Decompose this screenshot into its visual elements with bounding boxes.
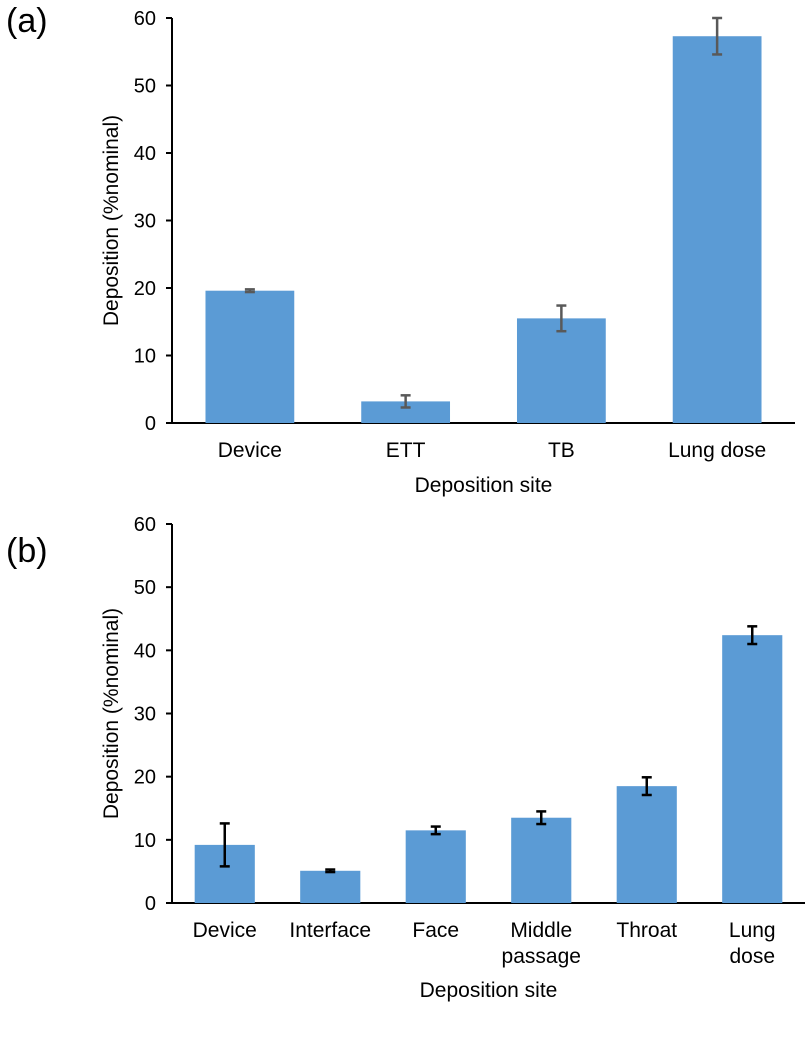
x-tick-label: Lung dose <box>668 439 766 462</box>
y-tick-label: 20 <box>134 278 156 300</box>
bar <box>405 830 466 903</box>
x-tick-label: Interface <box>289 919 371 942</box>
bar <box>205 290 295 423</box>
x-tick-label: Face <box>412 919 459 942</box>
x-tick-label: Device <box>193 919 257 942</box>
y-tick-label: 40 <box>134 143 156 165</box>
y-tick-label: 40 <box>134 640 156 662</box>
y-tick-label: 30 <box>134 704 156 726</box>
bar <box>672 36 762 423</box>
x-axis-label: Deposition site <box>420 979 558 1002</box>
bar-chart-a: 0 10 20 30 40 50 60 Device ETT TB Lung dose Deposit… <box>100 8 795 497</box>
bar-chart-b: 0 10 20 30 40 50 60 Device Interface Face Middle pa… <box>100 514 805 1002</box>
bar <box>511 817 572 903</box>
y-tick-label: 30 <box>134 211 156 233</box>
y-tick-label: 60 <box>134 514 156 536</box>
x-tick-label: Lung <box>729 919 776 942</box>
y-tick-label: 10 <box>134 830 156 852</box>
x-tick-label: ETT <box>386 439 426 462</box>
bar <box>616 786 677 903</box>
y-tick-label: 60 <box>134 8 156 30</box>
bar <box>722 635 783 903</box>
y-tick-label: 50 <box>134 577 156 599</box>
panel-label-b: (b) <box>6 532 48 570</box>
x-tick-label: passage <box>502 945 581 968</box>
y-axis-label: Deposition (%nominal) <box>100 608 123 819</box>
x-tick-label: Device <box>218 439 282 462</box>
bar <box>516 318 606 423</box>
bar <box>300 870 361 903</box>
bar <box>361 401 451 423</box>
y-tick-label: 50 <box>134 76 156 98</box>
panel-label-a: (a) <box>6 2 48 40</box>
y-tick-label: 20 <box>134 767 156 789</box>
x-tick-label: dose <box>729 945 775 968</box>
y-tick-label: 0 <box>145 893 156 915</box>
y-tick-label: 10 <box>134 346 156 368</box>
chart-panel-a: (a) 0 10 20 30 40 50 60 Device ETT TB Lung dose Dep… <box>0 0 806 500</box>
x-axis-label: Deposition site <box>415 474 553 497</box>
x-tick-label: Throat <box>616 919 677 942</box>
x-tick-label: TB <box>548 439 575 462</box>
x-tick-label: Middle <box>510 919 572 942</box>
y-tick-label: 0 <box>145 413 156 435</box>
y-axis-label: Deposition (%nominal) <box>100 115 123 326</box>
chart-panel-b: (b) 0 10 20 30 40 50 60 Device Interface Face Midd… <box>0 500 806 1046</box>
